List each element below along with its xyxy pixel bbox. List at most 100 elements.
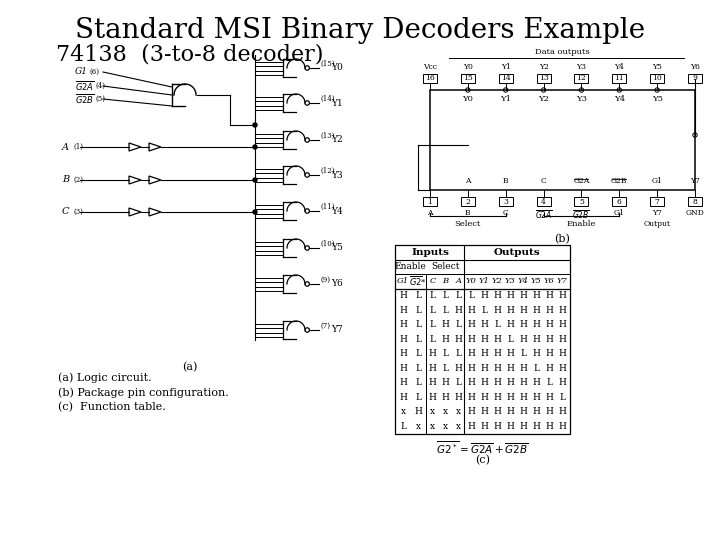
Text: Y5: Y5 [652,63,662,71]
Text: Y5: Y5 [331,244,343,253]
Text: (4): (4) [95,82,105,90]
Text: H: H [559,335,567,344]
Text: (11): (11) [320,203,335,211]
Text: H: H [507,422,514,431]
Text: H: H [546,349,554,358]
Text: Y7: Y7 [652,209,662,217]
Text: Outputs: Outputs [494,248,540,256]
Text: L: L [521,349,526,358]
Text: L: L [508,335,513,344]
Circle shape [253,178,257,182]
Text: G1: G1 [652,177,662,185]
Text: G1: G1 [75,68,88,77]
Text: H: H [467,306,475,315]
Text: L: L [456,320,462,329]
Bar [575,197,588,206]
Text: H: H [399,320,407,329]
Text: C: C [62,207,70,217]
Text: Y0: Y0 [463,63,473,71]
Text: Y7: Y7 [557,277,568,285]
Text: H: H [494,335,501,344]
Text: (12): (12) [320,167,335,175]
Text: H: H [507,393,514,402]
Text: 9: 9 [693,75,698,83]
Text: (2): (2) [73,176,83,184]
Text: H: H [520,291,528,300]
Text: H: H [480,378,488,387]
Text: Y0: Y0 [462,95,473,103]
Text: H: H [399,364,407,373]
Text: Data outputs: Data outputs [535,48,590,56]
Text: Y3: Y3 [331,171,343,179]
Text: Enable: Enable [567,220,596,228]
Text: 10: 10 [652,75,662,83]
Text: 16: 16 [425,75,435,83]
Text: 74138  (3-to-8 decoder): 74138 (3-to-8 decoder) [56,43,324,65]
Text: H: H [546,364,554,373]
Text: Y0: Y0 [331,64,343,72]
Text: Y6: Y6 [331,280,343,288]
Text: H: H [480,393,488,402]
Text: H: H [546,422,554,431]
Text: (1): (1) [73,143,83,151]
Text: H: H [467,349,475,358]
Text: L: L [415,291,421,300]
Text: H: H [399,349,407,358]
Text: 3: 3 [503,198,508,206]
Bar [536,197,551,206]
Text: H: H [533,393,541,402]
Text: H: H [533,306,541,315]
Bar [650,74,664,83]
Text: L: L [482,306,487,315]
Bar [575,74,588,83]
Text: G2A: G2A [573,177,590,185]
Text: (13): (13) [320,132,335,140]
Text: $\overline{G2A}$: $\overline{G2A}$ [534,209,552,221]
Text: A: A [456,277,462,285]
Text: A: A [62,143,69,152]
Text: H: H [467,378,475,387]
Text: L: L [534,364,539,373]
Text: L: L [495,320,500,329]
Text: H: H [533,320,541,329]
Text: G2B: G2B [611,177,628,185]
Text: H: H [507,320,514,329]
Text: Enable: Enable [395,262,426,271]
Text: L: L [400,422,406,431]
Text: H: H [480,335,488,344]
Text: H: H [507,364,514,373]
Text: GND: GND [685,209,704,217]
Text: H: H [533,291,541,300]
Text: Y1: Y1 [479,277,490,285]
Text: H: H [441,335,449,344]
Text: 14: 14 [501,75,510,83]
Text: H: H [507,378,514,387]
Text: 11: 11 [614,75,624,83]
Text: (6): (6) [89,68,99,76]
Text: H: H [480,407,488,416]
Text: Y3: Y3 [505,277,516,285]
Text: H: H [546,393,554,402]
Circle shape [253,210,257,214]
Text: H: H [494,422,501,431]
Bar [499,74,513,83]
Text: H: H [520,393,528,402]
Text: H: H [520,378,528,387]
Text: x: x [456,407,461,416]
Text: H: H [414,407,422,416]
Text: (14): (14) [320,95,335,103]
Text: L: L [443,291,449,300]
Text: (a): (a) [182,362,198,372]
Text: L: L [443,349,449,358]
Text: H: H [494,364,501,373]
Text: L: L [430,320,436,329]
Text: B: B [62,176,69,185]
Text: C: C [541,177,546,185]
Text: H: H [533,422,541,431]
Text: H: H [507,349,514,358]
Text: H: H [399,393,407,402]
Text: Select: Select [431,262,460,271]
Text: (9): (9) [320,276,330,284]
Text: H: H [467,422,475,431]
Text: B: B [465,209,471,217]
